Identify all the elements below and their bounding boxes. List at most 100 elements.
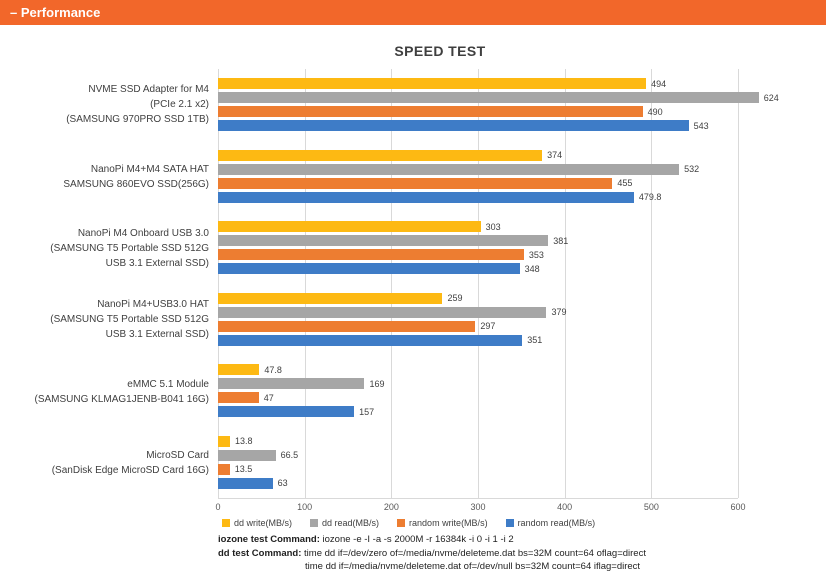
category-label-line: USB 3.1 External SSD) [105,329,209,341]
bar-row: 63 [218,477,738,489]
bar [218,435,230,447]
bar-value-label: 348 [524,263,540,274]
bar-value-label: 157 [359,406,375,417]
category-label-line: NanoPi M4+M4 SATA HAT [90,163,209,175]
category-label-line: (SAMSUNG T5 Portable SSD 512G [50,242,209,254]
bar-value-label: 374 [547,150,563,161]
bar-row: 47.8 [218,364,738,376]
dd-command-line-2: time dd if=/media/nvme/deleteme.dat of=/… [218,560,826,574]
x-axis-tick-labels: 0 100 200 300 400 500 600 [215,499,745,514]
bar [218,334,523,346]
bar [218,177,613,189]
legend-label: dd read(MB/s) [322,518,380,528]
bar-value-label: 303 [485,221,501,232]
bar-row: 494 [218,78,738,90]
bar [218,449,276,461]
x-tick-label: 500 [643,502,659,512]
bar [218,477,273,489]
bar-row: 543 [218,120,738,132]
bar-value-label: 63 [277,478,288,489]
category-label: eMMC 5.1 Module (SAMSUNG KLMAG1JENB-B041 … [0,356,218,428]
bar-group: 303 381 353 348 [218,212,738,284]
bar-row: 47 [218,392,738,404]
bar-value-label: 543 [693,120,709,131]
test-commands: iozone test Command: iozone -e -I -a -s … [218,533,826,574]
bar-row: 348 [218,263,738,275]
bar-value-label: 532 [684,164,700,175]
category-label-line: SAMSUNG 860EVO SSD(256G) [63,178,209,190]
bar-row: 351 [218,334,738,346]
bar-row: 374 [218,149,738,161]
bar-value-label: 13.5 [234,464,253,475]
bar-row: 66.5 [218,449,738,461]
bar-row: 479.8 [218,191,738,203]
x-tick-label: 100 [297,502,313,512]
category-label-line: NanoPi M4 Onboard USB 3.0 [77,227,209,239]
category-label-line: (SAMSUNG KLMAG1JENB-B041 16G) [34,393,210,405]
iozone-command-line: iozone test Command: iozone -e -I -a -s … [218,533,826,547]
category-label-line: NVME SSD Adapter for M4 [88,84,209,96]
legend-label: random write(MB/s) [409,518,488,528]
iozone-command-text: iozone -e -I -a -s 2000M -r 16384k -i 0 … [322,534,514,545]
bar [218,306,547,318]
category-label: NanoPi M4+M4 SATA HAT SAMSUNG 860EVO SSD(… [0,141,218,213]
bar-group: 494 624 490 543 [218,69,779,141]
dd-command-text-1: time dd if=/dev/zero of=/media/nvme/dele… [304,547,646,559]
bar-row: 379 [218,306,738,318]
legend: dd write(MB/s) dd read(MB/s) random write(… [218,518,778,528]
dd-command-line-1: dd test Command: time dd if=/dev/zero of… [218,547,826,561]
bar [218,78,647,90]
category-label-line: (SAMSUNG 970PRO SSD 1TB) [66,114,209,126]
bar-value-label: 169 [369,378,385,389]
legend-item: random read(MB/s) [505,518,595,528]
x-tick-label: 300 [470,502,486,512]
bar-row: 13.8 [218,435,738,447]
bar-row: 381 [218,235,738,247]
x-tick-label: 0 [215,502,221,512]
dd-command-label: dd test Command: [218,547,302,559]
bar [218,463,230,475]
category-label: NanoPi M4 Onboard USB 3.0 (SAMSUNG T5 Por… [0,212,218,284]
bar-row: 303 [218,221,738,233]
bar-value-label: 47.8 [264,364,282,375]
category-label-line: (SAMSUNG T5 Portable SSD 512G [50,314,209,326]
bar [218,378,365,390]
bar [218,235,549,247]
category-label: NanoPi M4+USB3.0 HAT (SAMSUNG T5 Portable… [0,284,218,356]
category-label-line: MicroSD Card [146,450,209,462]
bar [218,191,634,203]
legend-swatch [397,519,406,527]
gridline [218,69,219,498]
bar-value-label: 624 [763,92,779,103]
iozone-command-label: iozone test Command: [218,534,320,545]
bar-row: 624 [218,92,779,104]
legend-item: random write(MB/s) [397,518,488,528]
bar-row: 169 [218,378,738,390]
legend-item: dd write(MB/s) [222,518,292,528]
bar-row: 157 [218,406,738,418]
category-label: NVME SSD Adapter for M4 (PCIe 2.1 x2) (SAM… [0,69,218,141]
bar [218,120,689,132]
bar-value-label: 381 [553,235,569,246]
bar [218,163,680,175]
bar-value-label: 297 [480,321,496,332]
bar-value-label: 494 [651,78,667,89]
category-label-line: NanoPi M4+USB3.0 HAT [97,299,209,311]
gridline [651,69,653,498]
category-label-line: (PCIe 2.1 x2) [150,99,209,111]
plot-area: 494 624 490 543 374 532 455 479.8 303 381 353 348 25… [218,69,779,499]
chart-body: NVME SSD Adapter for M4 (PCIe 2.1 x2) (SAM… [0,69,826,499]
bar-row: 532 [218,163,738,175]
bar-group: 13.8 66.5 13.5 63 [218,427,738,499]
performance-header-bar: – Performance [0,0,826,25]
legend-item: dd read(MB/s) [310,518,379,528]
speed-test-chart: SPEED TEST NVME SSD Adapter for M4 (PCIe … [0,25,826,574]
gridline [478,69,479,498]
bar-group: 259 379 297 351 [218,284,738,356]
bar [218,320,476,332]
x-tick-label: 400 [557,502,573,512]
bar-row: 13.5 [218,463,738,475]
gridline [738,69,739,498]
bar [218,221,481,233]
bar-value-label: 479.8 [638,192,662,203]
